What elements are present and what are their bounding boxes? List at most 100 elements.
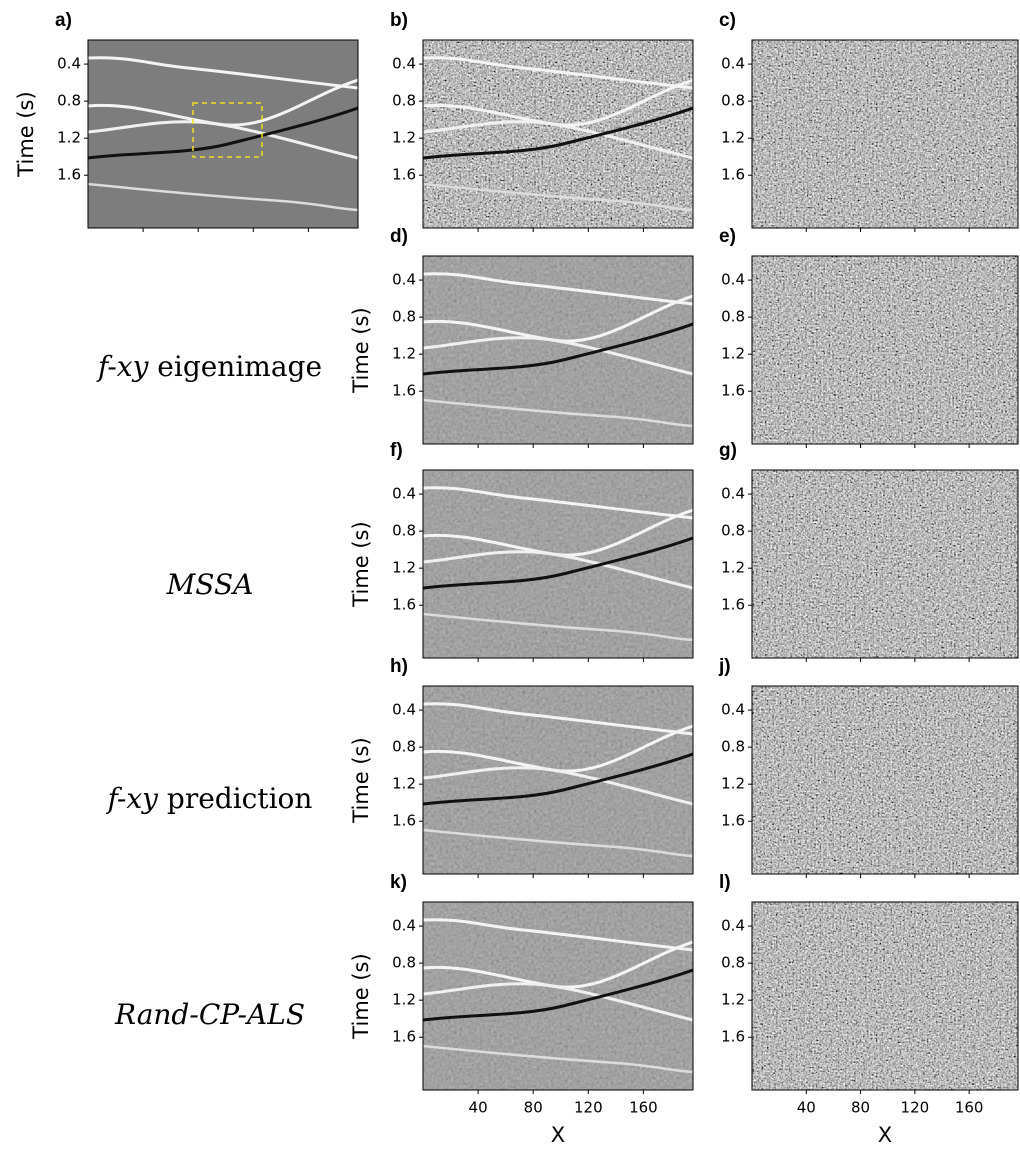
- y-tick-label: 0.4: [392, 271, 416, 289]
- y-tick-label: 1.6: [721, 812, 745, 830]
- y-tick-label: 1.2: [392, 345, 416, 363]
- panel: k) 0.4 0.8 1.2 1.6 40 80 120 160 X Time (s): [349, 872, 694, 1147]
- method-label: f-xy eigenimage: [96, 350, 322, 383]
- axes-frame: [422, 255, 694, 445]
- y-tick-label: 0.4: [721, 271, 745, 289]
- y-tick-label: 1.2: [721, 775, 745, 793]
- y-tick-label: 0.8: [392, 954, 416, 972]
- image-noise: [752, 470, 1018, 658]
- image-noise: [423, 256, 693, 444]
- panel: h) 0.4 0.8 1.2 1.6 Time (s): [349, 656, 694, 878]
- y-tick-label: 0.4: [392, 485, 416, 503]
- axes-frame: [751, 469, 1019, 659]
- axes-frame: [87, 39, 359, 229]
- y-tick-label: 1.6: [392, 382, 416, 400]
- panel-letter: h): [390, 656, 408, 677]
- y-tick-label: 0.4: [57, 55, 81, 73]
- y-tick-label: 0.4: [392, 701, 416, 719]
- x-tick-label: 80: [524, 1099, 543, 1117]
- panel: d) 0.4 0.8 1.2 1.6 Time (s): [349, 226, 694, 448]
- panel-letter: e): [719, 226, 736, 247]
- y-tick-label: 0.8: [392, 738, 416, 756]
- method-label-part: prediction: [158, 782, 312, 815]
- y-tick-label: 0.4: [721, 55, 745, 73]
- y-axis-label: Time (s): [349, 953, 373, 1039]
- y-tick-label: 1.6: [392, 596, 416, 614]
- axes-frame: [422, 901, 694, 1091]
- y-axis-label: Time (s): [349, 737, 373, 823]
- method-label: f-xy prediction: [106, 782, 313, 815]
- axes-frame: [422, 469, 694, 659]
- image-noise: [423, 470, 693, 658]
- panel: f) 0.4 0.8 1.2 1.6 Time (s): [349, 440, 694, 662]
- panel: l) 0.4 0.8 1.2 1.6 40 80 120 160 X: [719, 872, 1019, 1147]
- method-label-part: f-xy: [96, 350, 150, 383]
- panel-letter: l): [719, 872, 731, 893]
- panel: g) 0.4 0.8 1.2 1.6: [719, 440, 1019, 662]
- y-tick-label: 1.2: [57, 129, 81, 147]
- y-tick-label: 1.6: [57, 166, 81, 184]
- y-tick-label: 1.2: [721, 345, 745, 363]
- image-noise: [423, 40, 693, 228]
- y-tick-label: 0.8: [721, 92, 745, 110]
- panel-letter: d): [390, 226, 408, 247]
- y-tick-label: 0.8: [721, 738, 745, 756]
- panel: e) 0.4 0.8 1.2 1.6: [719, 226, 1019, 448]
- y-tick-label: 0.4: [721, 701, 745, 719]
- method-label-part: Rand-CP-ALS: [114, 998, 305, 1031]
- method-label: Rand-CP-ALS: [114, 998, 305, 1031]
- y-axis-label: Time (s): [349, 307, 373, 393]
- y-tick-label: 1.6: [721, 596, 745, 614]
- x-axis-label: X: [551, 1123, 565, 1147]
- x-tick-label: 120: [574, 1099, 603, 1117]
- y-tick-label: 1.2: [392, 129, 416, 147]
- y-tick-label: 1.6: [392, 1028, 416, 1046]
- y-tick-label: 0.8: [392, 308, 416, 326]
- y-tick-label: 1.2: [392, 559, 416, 577]
- panel-letter: a): [55, 10, 72, 31]
- panel: a) 0.4 0.8 1.2 1.6 Time (s): [14, 10, 359, 232]
- axes-frame: [751, 255, 1019, 445]
- x-tick-label: 40: [469, 1099, 488, 1117]
- y-tick-label: 0.4: [721, 485, 745, 503]
- method-label-part: MSSA: [166, 568, 254, 601]
- y-tick-label: 1.6: [721, 382, 745, 400]
- image-noise: [752, 40, 1018, 228]
- y-tick-label: 1.6: [721, 1028, 745, 1046]
- x-tick-label: 160: [629, 1099, 658, 1117]
- y-tick-label: 1.2: [392, 991, 416, 1009]
- panel: b) 0.4 0.8 1.2 1.6: [390, 10, 694, 232]
- axes-frame: [422, 685, 694, 875]
- x-tick-label: 40: [797, 1099, 816, 1117]
- panel-letter: b): [390, 10, 408, 31]
- y-tick-label: 1.2: [721, 991, 745, 1009]
- x-axis-label: X: [878, 1123, 892, 1147]
- axes-frame: [751, 685, 1019, 875]
- y-axis-label: Time (s): [14, 91, 38, 177]
- zoom-box: [192, 102, 263, 158]
- y-tick-label: 1.2: [721, 559, 745, 577]
- y-tick-label: 0.8: [721, 954, 745, 972]
- panel-letter: c): [719, 10, 736, 31]
- image-noise: [423, 686, 693, 874]
- panel-letter: g): [719, 440, 737, 461]
- image-background: [88, 40, 358, 228]
- y-tick-label: 0.4: [721, 917, 745, 935]
- axes-frame: [751, 39, 1019, 229]
- axes-frame: [751, 901, 1019, 1091]
- panel-letter: k): [390, 872, 407, 893]
- method-label: MSSA: [166, 568, 254, 601]
- panel-letter: f): [390, 440, 403, 461]
- y-tick-label: 1.6: [721, 166, 745, 184]
- panel: j) 0.4 0.8 1.2 1.6: [718, 656, 1019, 878]
- y-tick-label: 0.8: [392, 522, 416, 540]
- axes-frame: [422, 39, 694, 229]
- image-noise: [752, 902, 1018, 1090]
- y-tick-label: 0.4: [392, 55, 416, 73]
- image-noise: [752, 256, 1018, 444]
- y-axis-label: Time (s): [349, 521, 373, 607]
- y-tick-label: 1.2: [392, 775, 416, 793]
- y-tick-label: 0.8: [721, 308, 745, 326]
